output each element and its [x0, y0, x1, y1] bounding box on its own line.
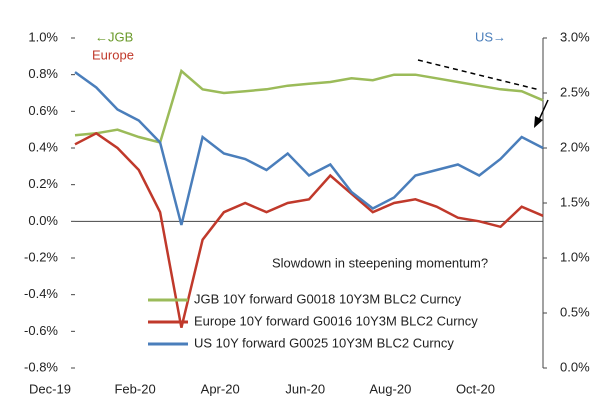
annotation: US→ — [475, 29, 506, 44]
trend-line — [417, 59, 541, 91]
y-tick-label: -0.8% — [24, 359, 58, 374]
y-tick-label: 1.0% — [28, 29, 58, 44]
annotation: ←JGB — [95, 29, 133, 44]
y2-tick-label: 0.5% — [560, 304, 590, 319]
legend-label: US 10Y forward G0025 10Y3M BLC2 Curncy — [194, 335, 454, 350]
series-line — [74, 131, 544, 328]
x-tick-label: Apr-20 — [201, 381, 240, 396]
series-line — [74, 71, 544, 226]
y2-tick-label: 0.0% — [560, 359, 590, 374]
y-tick-label: -0.2% — [24, 249, 58, 264]
x-tick-label: Aug-20 — [369, 381, 411, 396]
series-line — [74, 68, 544, 145]
y-tick-label: -0.6% — [24, 323, 58, 338]
y2-tick-label: 1.0% — [560, 249, 590, 264]
plot: -0.8% -0.6% -0.4% -0.2% 0.0% 0.2% 0.4% 0.6% 0.8%… — [24, 29, 590, 396]
annotation: Slowdown in steepening momentum? — [272, 255, 488, 270]
arrow-head — [534, 116, 543, 128]
annotation: Europe — [92, 47, 134, 62]
x-tick-label: Dec-19 — [29, 381, 71, 396]
y2-tick-label: 2.5% — [560, 84, 590, 99]
x-tick-label: Jun-20 — [285, 381, 325, 396]
y2-tick-label: 3.0% — [560, 29, 590, 44]
y-tick-label: 0.0% — [28, 213, 58, 228]
y-tick-label: 0.6% — [28, 103, 58, 118]
y-tick-label: 0.4% — [28, 139, 58, 154]
y2-tick-label: 1.5% — [560, 194, 590, 209]
x-tick-label: Oct-20 — [456, 381, 495, 396]
x-tick-label: Feb-20 — [114, 381, 155, 396]
y2-tick-label: 2.0% — [560, 139, 590, 154]
y-tick-label: -0.4% — [24, 286, 58, 301]
legend-label: Europe 10Y forward G0016 10Y3M BLC2 Curn… — [194, 313, 478, 328]
y-tick-label: 0.2% — [28, 176, 58, 191]
legend-label: JGB 10Y forward G0018 10Y3M BLC2 Curncy — [194, 291, 462, 306]
y-tick-label: 0.8% — [28, 66, 58, 81]
arrow — [537, 99, 549, 123]
